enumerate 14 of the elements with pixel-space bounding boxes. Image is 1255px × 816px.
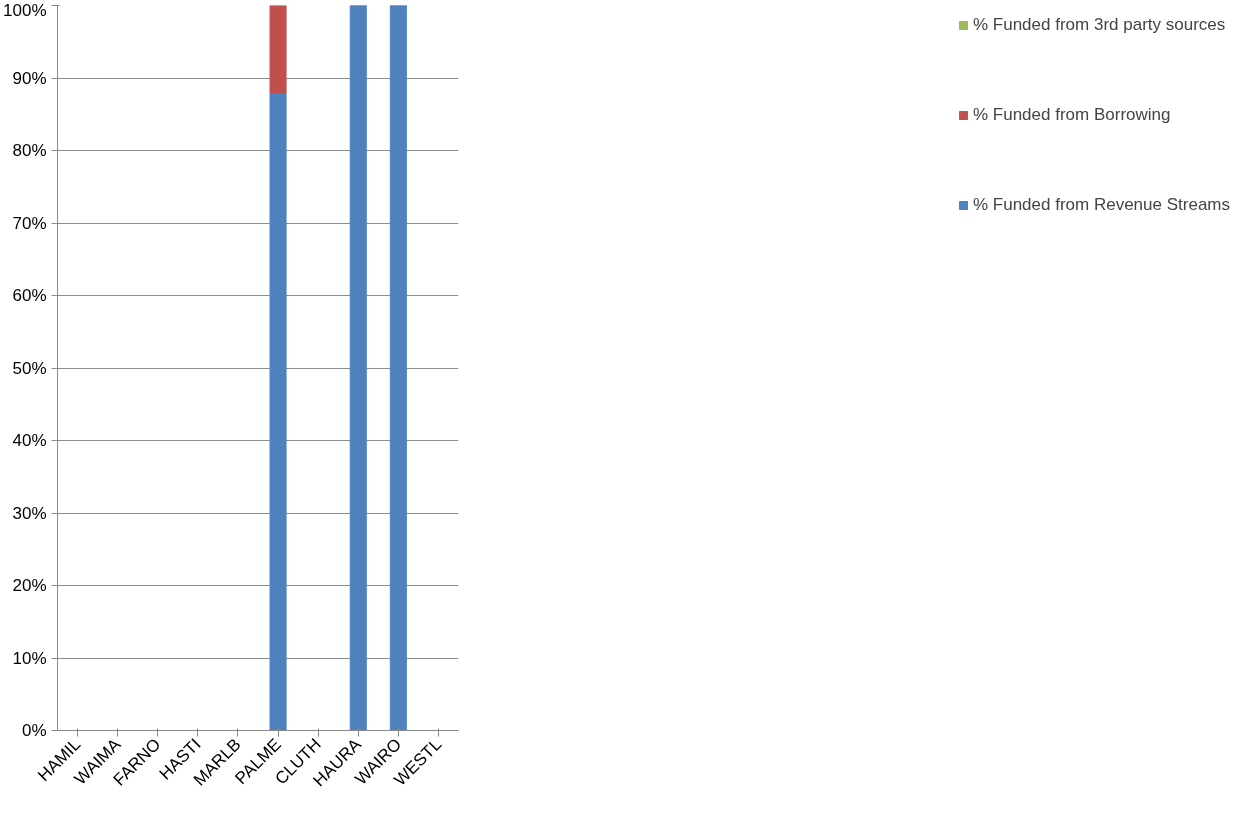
y-tick-label: 100% <box>3 0 47 20</box>
y-tick-label: 60% <box>12 286 47 305</box>
legend-label: % Funded from Borrowing <box>972 105 1171 125</box>
legend-label: % Funded from Revenue Streams <box>972 195 1230 215</box>
y-tick-label: 30% <box>12 503 47 523</box>
y-tick-label: 10% <box>12 648 47 668</box>
y-tick-label: 0% <box>21 721 47 740</box>
y-tick-label: 80% <box>12 141 47 160</box>
y-tick-label: 70% <box>12 213 47 233</box>
legend-label: % Funded from 3rd party sources <box>972 15 1226 35</box>
y-tick-label: 90% <box>12 68 47 88</box>
y-tick-label: 40% <box>12 431 47 450</box>
y-tick-label: 50% <box>12 358 47 378</box>
y-tick-label: 20% <box>12 576 47 595</box>
